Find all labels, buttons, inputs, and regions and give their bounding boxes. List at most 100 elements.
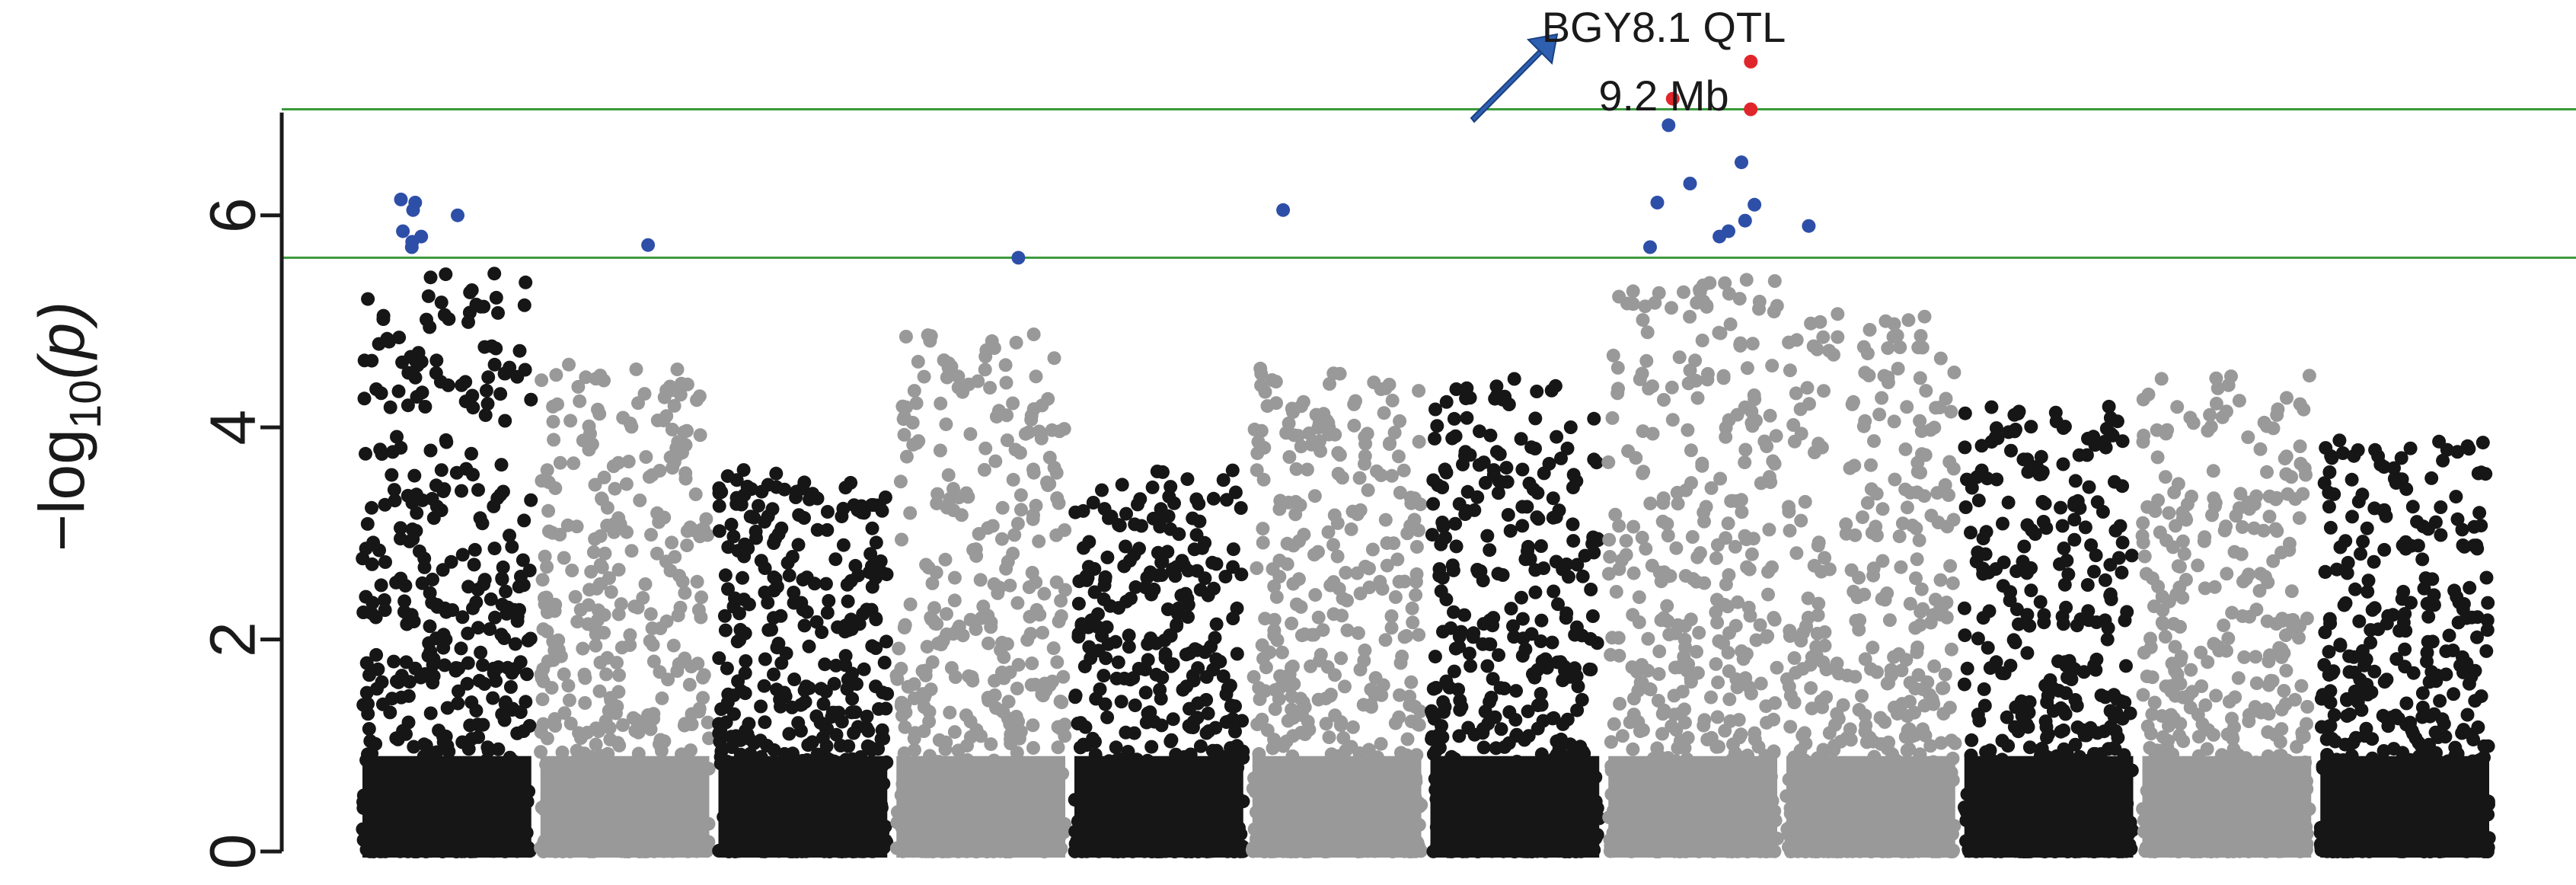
snp-point: [1693, 285, 1707, 299]
snp-point: [1267, 623, 1282, 637]
snp-point: [684, 743, 697, 758]
snp-point: [752, 499, 765, 513]
snp-point: [610, 699, 624, 714]
snp-point: [1639, 353, 1654, 368]
snp-point: [721, 687, 736, 701]
snp-point: [1115, 478, 1129, 492]
snp-point: [1887, 317, 1901, 331]
snp-point: [1783, 363, 1797, 378]
snp-point: [1665, 301, 1678, 315]
snp-point: [1606, 348, 1620, 363]
snp-point: [755, 484, 769, 499]
snp-point: [1690, 644, 1703, 659]
snp-point: [1817, 384, 1831, 398]
snp-point: [982, 693, 996, 708]
snp-point: [871, 742, 886, 756]
snp-point: [1677, 702, 1692, 717]
snp-point: [845, 692, 860, 706]
snp-point: [1766, 454, 1780, 468]
snp-point: [1026, 718, 1040, 733]
snp-point: [1100, 620, 1114, 634]
snp-point: [1098, 570, 1112, 584]
snp-point: [1800, 381, 1815, 395]
snp-point: [1311, 610, 1326, 625]
snp-point: [1762, 522, 1776, 537]
snp-point: [1334, 651, 1349, 666]
snp-point: [405, 522, 420, 536]
snp-point: [1901, 313, 1916, 327]
snp-point: [729, 497, 744, 511]
snp-point: [1942, 701, 1957, 715]
snp-point: [1885, 668, 1898, 682]
snp-point: [923, 334, 937, 348]
snp-point: [586, 545, 601, 559]
snp-point: [1308, 588, 1323, 602]
snp-point: [1077, 660, 1092, 674]
snp-point: [1288, 507, 1303, 522]
snp-point: [1383, 436, 1397, 450]
snp-point: [1428, 431, 1441, 446]
snp-point: [780, 556, 795, 570]
snp-point: [1693, 546, 1707, 561]
snp-point: [1022, 580, 1036, 594]
snp-point: [678, 586, 692, 600]
snp-point: [1256, 651, 1270, 666]
snp-point: [604, 585, 618, 599]
snp-point: [1518, 642, 1533, 657]
snp-point: [1656, 496, 1671, 510]
snp-point: [1321, 525, 1336, 539]
snp-point: [1323, 578, 1338, 593]
snp-point: [1166, 712, 1180, 727]
snp-point: [461, 315, 475, 329]
snp-point: [643, 634, 657, 648]
snp-point: [739, 654, 753, 668]
snp-point: [1001, 695, 1016, 709]
snp-point: [1636, 313, 1650, 327]
snp-point: [1068, 690, 1082, 704]
snp-point: [1522, 476, 1537, 490]
snp-point: [1643, 497, 1658, 510]
snp-point: [677, 425, 691, 439]
snp-point: [540, 731, 554, 746]
snp-point: [782, 727, 796, 741]
snp-point: [1858, 724, 1872, 739]
snp-point: [1380, 558, 1394, 573]
snp-point: [563, 414, 578, 428]
snp-point: [650, 546, 664, 561]
snp-point: [603, 733, 618, 746]
snp-point: [1611, 382, 1625, 396]
snp-point: [535, 573, 550, 587]
snp-point: [639, 450, 653, 464]
snp-point: [2076, 665, 2091, 679]
snp-point: [1295, 708, 1309, 723]
snp-point: [870, 498, 884, 513]
snp-point: [1710, 538, 1725, 552]
snp-point: [1391, 449, 1406, 464]
snp-point: [1709, 657, 1723, 671]
snp-point: [1890, 707, 1904, 721]
snp-point: [816, 697, 831, 711]
snp-point: [1584, 583, 1598, 596]
snp-point: [1054, 593, 1068, 608]
snp-point: [378, 497, 392, 512]
snp-point: [1447, 411, 1461, 426]
snp-point: [410, 390, 424, 404]
snp-point: [1392, 710, 1406, 724]
snp-point: [359, 656, 374, 670]
snp-point: [1681, 376, 1696, 391]
snp-point: [845, 666, 860, 681]
snp-point: [1881, 341, 1895, 356]
snp-point: [1155, 670, 1170, 685]
snp-point: [822, 593, 836, 608]
snp-point: [1905, 729, 1920, 743]
snp-point: [369, 647, 384, 662]
snp-point: [616, 718, 630, 732]
snp-point: [1307, 489, 1322, 503]
snp-point: [491, 305, 505, 320]
snp-point: [646, 654, 661, 669]
snp-point: [665, 383, 679, 398]
snp-point: [361, 292, 375, 306]
snp-point: [793, 724, 808, 738]
snp-point: [1010, 596, 1025, 610]
snp-point: [1553, 655, 1568, 669]
